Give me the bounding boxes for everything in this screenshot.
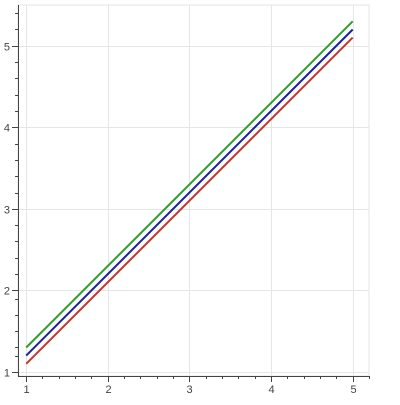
series-layer (25, 20, 354, 365)
x-tick-label-5: 5 (350, 384, 356, 396)
y-tick-label-4: 4 (4, 123, 10, 135)
x-tick-label-1: 1 (23, 384, 29, 396)
series-line-3 (25, 36, 354, 365)
x-tick-label-4: 4 (268, 384, 274, 396)
y-tick-label-5: 5 (4, 42, 10, 54)
series-line-1 (25, 20, 354, 349)
x-tick-label-3: 3 (186, 384, 192, 396)
y-tick-label-3: 3 (4, 205, 10, 217)
series-line-2 (25, 28, 354, 357)
y-tick-label-1: 1 (4, 368, 10, 380)
axes: 1 2 3 4 5 1 2 3 4 5 (4, 5, 370, 396)
x-tick-label-2: 2 (105, 384, 111, 396)
y-tick-label-2: 2 (4, 286, 10, 298)
